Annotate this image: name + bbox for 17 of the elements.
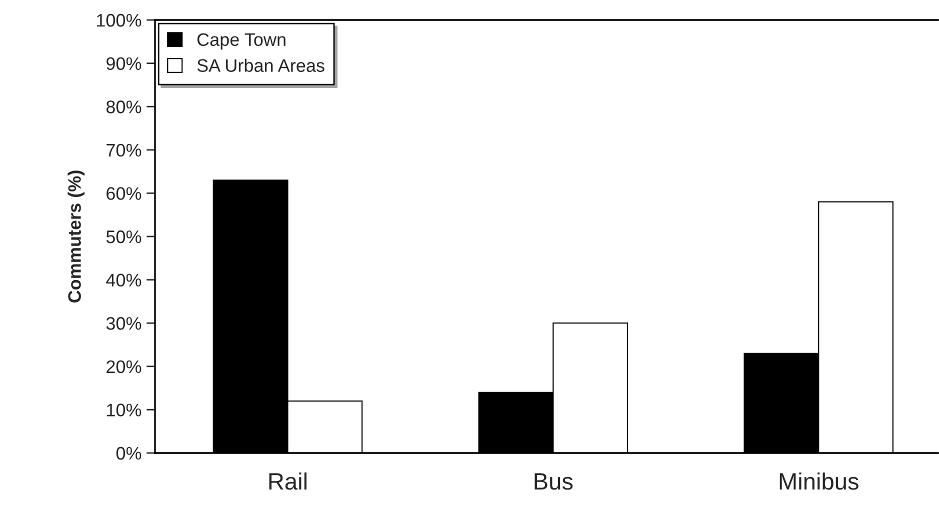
y-tick-label: 100% (97, 14, 142, 27)
y-tick-label: 90% (106, 57, 142, 70)
legend-label: Cape Town (197, 33, 286, 50)
y-tick-label: 70% (106, 144, 142, 157)
x-tick-label: Minibus (780, 472, 858, 490)
y-tick-label: 60% (106, 187, 142, 200)
y-tick-label: 50% (106, 230, 142, 244)
y-tick-label: 30% (106, 317, 142, 330)
x-tick-label: Rail (269, 472, 306, 490)
y-tick-label: 20% (106, 360, 142, 374)
y-axis-title: Commuters (%) (68, 170, 85, 302)
y-tick-label: 40% (106, 274, 142, 287)
legend-label: SA Urban Areas (197, 58, 324, 72)
x-tick-label: Bus (534, 473, 573, 490)
y-tick-label: 10% (107, 404, 142, 416)
y-tick-label: 80% (106, 100, 142, 114)
y-tick-label: 0% (116, 446, 142, 460)
